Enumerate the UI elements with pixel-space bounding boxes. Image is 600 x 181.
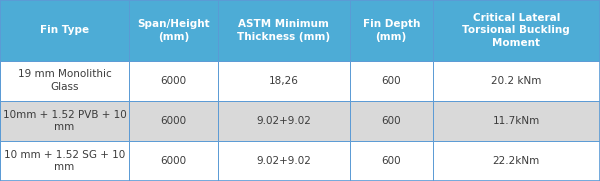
- Text: ASTM Minimum
Thickness (mm): ASTM Minimum Thickness (mm): [237, 19, 331, 42]
- Text: 600: 600: [382, 76, 401, 86]
- Bar: [350, 141, 433, 181]
- Bar: [0, 0, 129, 61]
- Bar: [350, 101, 433, 141]
- Text: 20.2 kNm: 20.2 kNm: [491, 76, 541, 86]
- Text: Critical Lateral
Torsional Buckling
Moment: Critical Lateral Torsional Buckling Mome…: [463, 12, 570, 48]
- Text: Fin Type: Fin Type: [40, 25, 89, 35]
- Bar: [218, 141, 350, 181]
- Text: Fin Depth
(mm): Fin Depth (mm): [362, 19, 420, 42]
- Text: 18,26: 18,26: [269, 76, 299, 86]
- Bar: [129, 101, 218, 141]
- Text: 19 mm Monolithic
Glass: 19 mm Monolithic Glass: [17, 70, 112, 92]
- Bar: [218, 61, 350, 101]
- Text: 9.02+9.02: 9.02+9.02: [256, 156, 311, 166]
- Text: 22.2kNm: 22.2kNm: [493, 156, 540, 166]
- Bar: [218, 0, 350, 61]
- Text: 600: 600: [382, 156, 401, 166]
- Bar: [433, 141, 600, 181]
- Bar: [129, 61, 218, 101]
- Bar: [218, 101, 350, 141]
- Bar: [350, 61, 433, 101]
- Bar: [129, 141, 218, 181]
- Text: 11.7kNm: 11.7kNm: [493, 116, 540, 126]
- Bar: [350, 0, 433, 61]
- Bar: [0, 101, 129, 141]
- Text: 6000: 6000: [160, 76, 187, 86]
- Bar: [0, 61, 129, 101]
- Text: 6000: 6000: [160, 116, 187, 126]
- Text: Span/Height
(mm): Span/Height (mm): [137, 19, 210, 42]
- Bar: [433, 0, 600, 61]
- Text: 10 mm + 1.52 SG + 10
mm: 10 mm + 1.52 SG + 10 mm: [4, 150, 125, 172]
- Text: 9.02+9.02: 9.02+9.02: [256, 116, 311, 126]
- Text: 600: 600: [382, 116, 401, 126]
- Text: 6000: 6000: [160, 156, 187, 166]
- Bar: [433, 101, 600, 141]
- Text: 10mm + 1.52 PVB + 10
mm: 10mm + 1.52 PVB + 10 mm: [2, 110, 127, 132]
- Bar: [129, 0, 218, 61]
- Bar: [0, 141, 129, 181]
- Bar: [433, 61, 600, 101]
